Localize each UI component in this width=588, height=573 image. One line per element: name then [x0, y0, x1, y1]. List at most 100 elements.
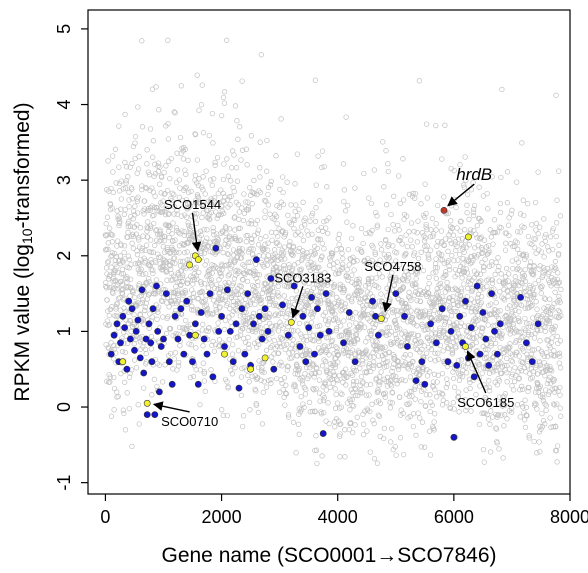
- background-gene-point: [172, 298, 178, 304]
- background-gene-point: [385, 226, 391, 233]
- background-gene-point: [165, 313, 171, 320]
- background-gene-point: [531, 438, 537, 445]
- background-gene-point: [346, 330, 352, 336]
- background-gene-point: [464, 329, 470, 335]
- blue-gene-point: [206, 290, 214, 297]
- background-gene-point: [123, 164, 130, 170]
- background-gene-point: [455, 236, 462, 242]
- background-gene-point: [407, 413, 413, 420]
- background-gene-point: [337, 390, 344, 396]
- background-gene-point: [519, 401, 525, 407]
- background-gene-point: [248, 133, 255, 139]
- background-gene-point: [447, 307, 453, 313]
- background-gene-point: [337, 431, 343, 437]
- background-gene-point: [339, 391, 345, 398]
- background-gene-point: [162, 190, 168, 197]
- background-gene-point: [183, 197, 189, 203]
- background-gene-point: [452, 325, 458, 331]
- background-gene-point: [463, 370, 470, 376]
- background-gene-point: [180, 197, 186, 204]
- background-gene-point: [163, 163, 169, 169]
- background-gene-point: [299, 256, 305, 262]
- background-gene-point: [418, 249, 424, 255]
- background-gene-point: [208, 367, 214, 373]
- background-gene-point: [434, 315, 440, 322]
- background-gene-point: [442, 319, 449, 325]
- background-gene-point: [369, 258, 375, 264]
- background-gene-point: [302, 391, 309, 397]
- background-gene-point: [509, 405, 515, 412]
- background-gene-point: [249, 201, 255, 207]
- background-gene-point: [495, 315, 502, 322]
- background-gene-point: [305, 253, 311, 260]
- background-gene-point: [375, 353, 382, 359]
- background-gene-point: [166, 223, 172, 229]
- background-gene-point: [402, 300, 408, 307]
- background-gene-point: [390, 222, 396, 228]
- background-gene-point: [557, 338, 564, 344]
- background-gene-point: [298, 224, 305, 230]
- background-gene-point: [278, 343, 284, 350]
- background-gene-point: [458, 286, 464, 292]
- background-gene-point: [382, 394, 388, 400]
- background-gene-point: [388, 211, 394, 218]
- background-gene-point: [360, 361, 366, 367]
- background-gene-point: [273, 213, 280, 220]
- background-gene-point: [553, 448, 560, 454]
- background-gene-point: [288, 202, 294, 208]
- background-gene-point: [229, 312, 235, 318]
- background-gene-point: [211, 231, 217, 238]
- background-gene-point: [319, 363, 326, 369]
- background-gene-point: [450, 286, 456, 293]
- background-gene-point: [354, 336, 360, 342]
- background-gene-point: [253, 402, 260, 408]
- background-gene-point: [352, 422, 358, 428]
- background-gene-point: [470, 212, 477, 219]
- background-gene-point: [401, 197, 407, 203]
- background-gene-point: [239, 78, 245, 84]
- background-gene-point: [541, 359, 547, 366]
- background-gene-point: [182, 288, 188, 294]
- background-gene-point: [444, 337, 451, 343]
- background-gene-point: [176, 177, 183, 183]
- background-gene-point: [263, 384, 270, 390]
- background-gene-point: [405, 401, 411, 408]
- blue-gene-point: [296, 343, 304, 350]
- background-gene-point: [516, 375, 523, 381]
- background-gene-point: [526, 433, 532, 439]
- background-gene-point: [392, 258, 399, 264]
- background-gene-point: [203, 306, 210, 313]
- background-gene-point: [346, 262, 352, 268]
- background-gene-point: [402, 377, 408, 384]
- background-gene-point: [324, 184, 330, 190]
- background-gene-point: [419, 368, 426, 375]
- background-gene-point: [110, 189, 116, 196]
- background-gene-point: [105, 240, 111, 246]
- blue-gene-point: [142, 335, 150, 343]
- background-gene-point: [257, 236, 264, 242]
- background-gene-point: [319, 453, 325, 459]
- background-gene-point: [493, 259, 499, 266]
- background-gene-point: [522, 278, 529, 284]
- background-gene-point: [487, 227, 493, 233]
- background-gene-point: [240, 423, 246, 430]
- background-gene-point: [530, 272, 537, 278]
- background-gene-point: [196, 107, 202, 113]
- background-gene-point: [237, 225, 243, 231]
- background-gene-point: [239, 288, 245, 294]
- background-gene-point: [445, 285, 451, 291]
- background-gene-point: [375, 387, 381, 393]
- background-gene-point: [321, 409, 327, 416]
- background-gene-point: [251, 267, 257, 273]
- background-gene-point: [429, 315, 435, 321]
- background-gene-point: [513, 301, 519, 308]
- background-gene-point: [342, 427, 348, 433]
- background-gene-point: [211, 176, 217, 182]
- background-gene-point: [417, 264, 424, 270]
- background-gene-point: [260, 253, 267, 259]
- background-gene-point: [443, 315, 449, 322]
- background-gene-point: [335, 236, 341, 242]
- background-gene-point: [215, 320, 221, 326]
- background-gene-point: [278, 322, 285, 328]
- background-gene-point: [515, 315, 522, 321]
